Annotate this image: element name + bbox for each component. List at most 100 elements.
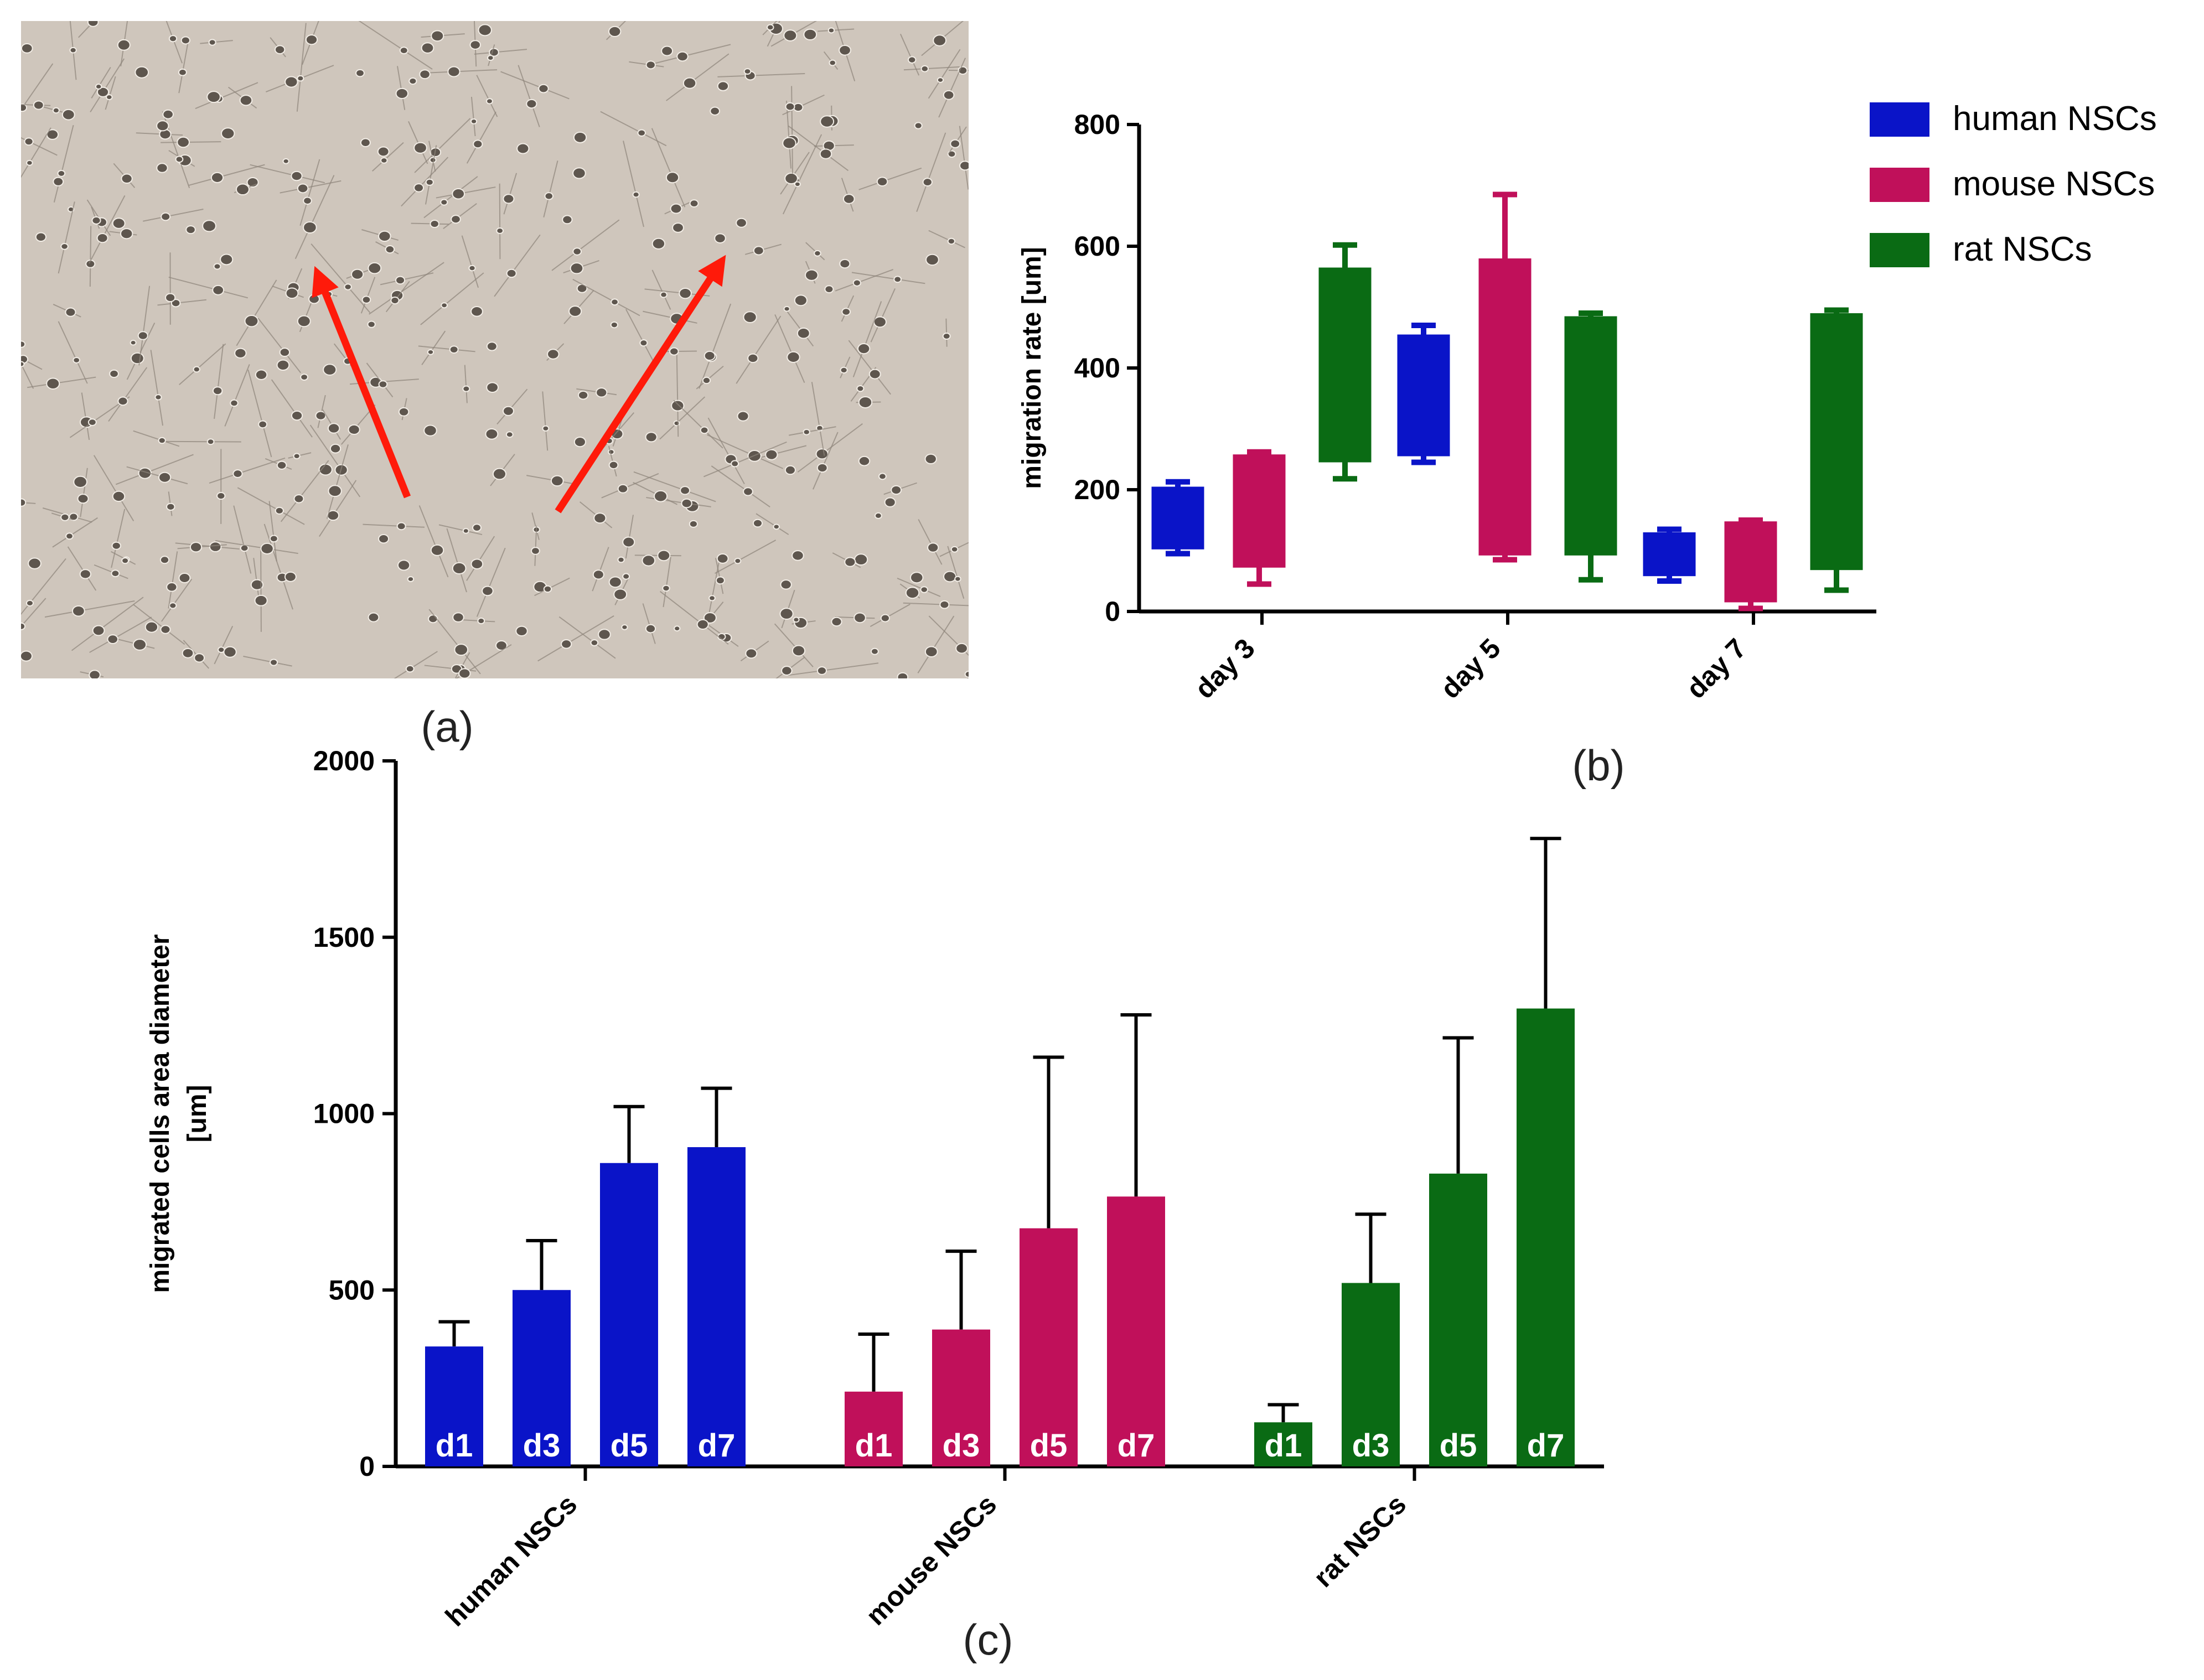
cell xyxy=(782,94,825,116)
cell xyxy=(737,411,749,422)
cell xyxy=(73,475,87,488)
cell xyxy=(762,21,778,35)
bar-label: d3 xyxy=(1352,1428,1390,1464)
cell xyxy=(91,67,111,98)
bar-human-d3: d3 xyxy=(513,1239,571,1466)
x-tick-label: day 5 xyxy=(1435,632,1507,704)
cell xyxy=(851,272,925,284)
cell xyxy=(188,164,265,186)
cell xyxy=(411,219,449,229)
cell xyxy=(67,546,97,591)
cell xyxy=(964,671,969,678)
cell xyxy=(44,600,135,618)
cell xyxy=(938,58,966,118)
cell xyxy=(113,163,136,188)
cell xyxy=(689,199,699,208)
cell xyxy=(515,625,528,637)
cell xyxy=(848,340,891,395)
cell xyxy=(53,125,74,203)
box-body xyxy=(1151,486,1204,549)
cell xyxy=(375,241,399,255)
cell xyxy=(436,186,496,200)
y-tick-label: 2000 xyxy=(313,745,375,776)
cell xyxy=(494,234,541,297)
cell xyxy=(108,367,148,422)
cell xyxy=(322,409,341,440)
cell xyxy=(717,81,730,91)
panel-label-a: (a) xyxy=(421,702,473,751)
cell xyxy=(21,498,36,507)
cell xyxy=(21,361,34,389)
cell xyxy=(323,364,337,376)
cell xyxy=(703,441,787,478)
y-tick-label: 800 xyxy=(1074,109,1120,140)
x-tick-label: human NSCs xyxy=(439,1489,583,1632)
cell xyxy=(641,554,656,567)
cell xyxy=(329,443,342,454)
cell xyxy=(89,195,126,264)
cell xyxy=(661,45,674,56)
bar-label: d3 xyxy=(523,1428,561,1464)
y-tick-label: 1000 xyxy=(313,1098,375,1129)
cell xyxy=(418,345,475,354)
cell xyxy=(752,518,763,528)
cell xyxy=(363,522,425,531)
cell xyxy=(27,376,96,390)
cell xyxy=(35,232,47,242)
cell xyxy=(428,609,481,675)
box-human-1 xyxy=(1397,323,1450,465)
cell xyxy=(903,65,960,72)
cell xyxy=(942,318,951,347)
cell xyxy=(408,121,428,164)
cell xyxy=(282,158,289,164)
cell xyxy=(52,517,98,548)
cell xyxy=(505,431,514,438)
cell xyxy=(516,143,530,154)
cell xyxy=(21,650,33,662)
cell xyxy=(621,624,628,630)
cell xyxy=(397,559,411,571)
cell xyxy=(633,481,678,505)
cell xyxy=(653,44,731,64)
cell xyxy=(315,395,327,428)
cell xyxy=(58,321,88,384)
cell xyxy=(265,458,292,470)
cell xyxy=(789,426,836,436)
cell xyxy=(572,167,586,179)
cell xyxy=(221,127,235,140)
bar-human-d5: d5 xyxy=(600,1105,658,1466)
cell xyxy=(94,564,128,579)
cell xyxy=(180,36,190,45)
bar-rect xyxy=(845,1391,903,1466)
cell xyxy=(236,279,277,346)
cell xyxy=(227,86,257,109)
cell xyxy=(543,160,558,217)
cell xyxy=(835,269,894,292)
cell xyxy=(469,21,481,67)
cell xyxy=(900,34,920,76)
cell xyxy=(466,111,496,164)
cell xyxy=(716,553,729,564)
cell xyxy=(784,465,796,475)
cell xyxy=(598,629,611,640)
box-body xyxy=(1564,316,1617,556)
legend-swatch-mouse xyxy=(1870,168,1929,202)
cell xyxy=(563,260,599,274)
cell xyxy=(856,396,881,408)
box-rat-1 xyxy=(1564,310,1617,583)
cell xyxy=(69,21,77,80)
cell xyxy=(852,301,882,377)
box-body xyxy=(1478,258,1532,556)
cell xyxy=(486,341,498,351)
bar-mouse-d7: d7 xyxy=(1107,1013,1165,1466)
cell xyxy=(673,400,723,449)
cell xyxy=(168,276,249,299)
bar-rat-d3: d3 xyxy=(1342,1212,1400,1466)
cell xyxy=(423,176,478,219)
cell xyxy=(870,603,910,628)
cell xyxy=(526,475,576,487)
bar-rect xyxy=(600,1163,658,1466)
legend-swatch-rat xyxy=(1870,233,1929,267)
cell xyxy=(250,164,325,184)
